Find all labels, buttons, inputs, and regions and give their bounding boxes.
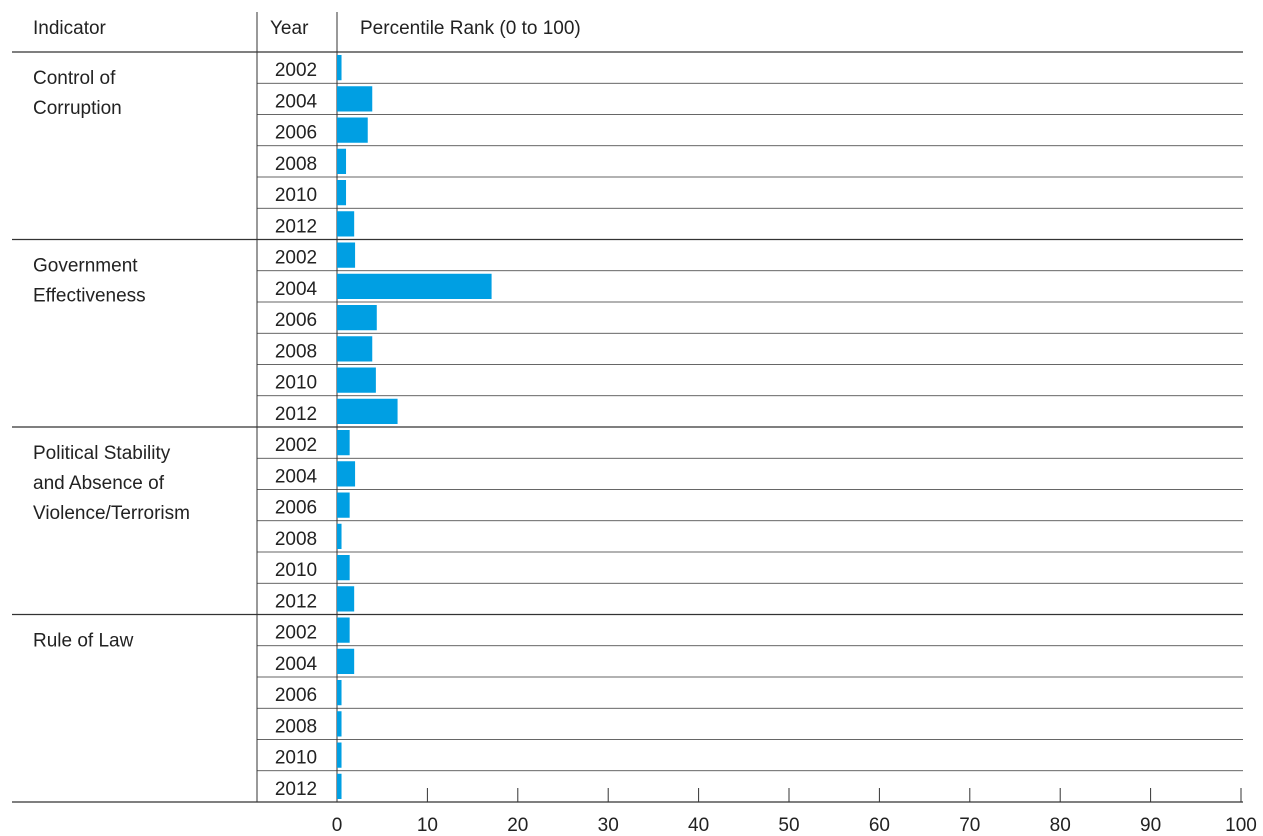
bar xyxy=(337,461,356,487)
year-label: 2010 xyxy=(275,185,317,206)
year-label: 2004 xyxy=(275,654,318,675)
year-label: 2002 xyxy=(275,435,317,456)
header-year: Year xyxy=(270,18,309,39)
bar xyxy=(337,648,355,674)
bar xyxy=(337,117,368,143)
bar xyxy=(337,273,492,299)
bar xyxy=(337,586,355,612)
header-indicator: Indicator xyxy=(33,18,107,39)
year-label: 2008 xyxy=(275,529,317,550)
indicator-label: Government xyxy=(33,256,138,277)
x-tick-label: 30 xyxy=(598,815,619,836)
indicator-label: Rule of Law xyxy=(33,631,134,652)
year-label: 2006 xyxy=(275,123,317,144)
year-label: 2004 xyxy=(275,466,318,487)
bar xyxy=(337,86,373,112)
bar xyxy=(337,180,347,206)
x-tick-label: 10 xyxy=(417,815,438,836)
year-label: 2008 xyxy=(275,341,317,362)
x-tick-label: 70 xyxy=(959,815,980,836)
bar xyxy=(337,336,373,362)
year-label: 2008 xyxy=(275,716,317,737)
bar xyxy=(337,305,377,331)
year-label: 2010 xyxy=(275,373,317,394)
indicator-label: Violence/Terrorism xyxy=(33,503,190,524)
bar xyxy=(337,711,342,737)
bar xyxy=(337,680,342,706)
year-label: 2012 xyxy=(275,404,317,425)
year-label: 2002 xyxy=(275,623,317,644)
indicator-label: Political Stability xyxy=(33,443,171,464)
header-value: Percentile Rank (0 to 100) xyxy=(360,18,581,39)
bar xyxy=(337,430,350,456)
indicator-label: Corruption xyxy=(33,98,122,119)
year-label: 2012 xyxy=(275,779,317,800)
year-label: 2010 xyxy=(275,748,317,769)
bar xyxy=(337,742,342,768)
bar xyxy=(337,617,350,643)
year-label: 2004 xyxy=(275,91,318,112)
bar xyxy=(337,55,342,81)
bar xyxy=(337,555,350,581)
bar xyxy=(337,242,356,268)
year-label: 2006 xyxy=(275,685,317,706)
bar xyxy=(337,211,355,237)
x-tick-label: 20 xyxy=(507,815,528,836)
indicator-label: Control of xyxy=(33,68,116,89)
x-tick-label: 60 xyxy=(869,815,890,836)
year-label: 2006 xyxy=(275,310,317,331)
bar xyxy=(337,773,342,799)
year-label: 2008 xyxy=(275,154,317,175)
bar xyxy=(337,492,350,518)
year-label: 2006 xyxy=(275,498,317,519)
x-tick-label: 100 xyxy=(1225,815,1257,836)
x-tick-label: 80 xyxy=(1050,815,1071,836)
indicator-label: Effectiveness xyxy=(33,286,146,307)
year-label: 2012 xyxy=(275,216,317,237)
x-tick-label: 50 xyxy=(778,815,799,836)
year-label: 2010 xyxy=(275,560,317,581)
bar xyxy=(337,367,376,393)
x-tick-label: 90 xyxy=(1140,815,1161,836)
year-label: 2012 xyxy=(275,591,317,612)
bar xyxy=(337,148,347,174)
year-label: 2002 xyxy=(275,60,317,81)
x-tick-label: 40 xyxy=(688,815,709,836)
indicator-label: and Absence of xyxy=(33,473,165,494)
year-label: 2004 xyxy=(275,279,318,300)
year-label: 2002 xyxy=(275,248,317,269)
bar xyxy=(337,523,342,549)
x-tick-label: 0 xyxy=(332,815,343,836)
bar xyxy=(337,398,398,424)
